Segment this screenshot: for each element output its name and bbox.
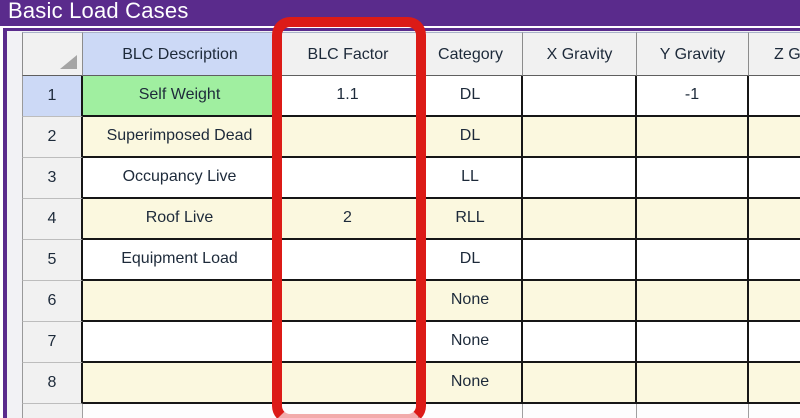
window-title: Basic Load Cases <box>8 0 189 23</box>
select-all-triangle-icon <box>60 55 77 69</box>
cell-desc-row2[interactable]: Superimposed Dead <box>83 117 278 158</box>
window-border-left <box>3 28 7 418</box>
load-cases-grid: BLC Description BLC Factor Category X Gravi… <box>22 32 800 418</box>
cell-factor-row7[interactable] <box>278 322 419 363</box>
cell-z_gravity-row8[interactable] <box>749 363 800 404</box>
cell-y_gravity-row5[interactable] <box>637 240 749 281</box>
window-border-top <box>3 28 800 31</box>
partial-cell-z_gravity[interactable] <box>749 404 800 418</box>
column-header-factor[interactable]: BLC Factor <box>278 32 419 76</box>
window-titlebar[interactable]: Basic Load Cases <box>0 0 800 26</box>
grid-row-4: 4 Roof Live 2 RLL <box>22 199 800 240</box>
cell-desc-row7[interactable] <box>83 322 278 363</box>
cell-category-row6[interactable]: None <box>419 281 523 322</box>
column-header-desc[interactable]: BLC Description <box>83 32 278 76</box>
grid-header-row: BLC Description BLC Factor Category X Gravi… <box>22 32 800 76</box>
grid-row-6: 6 None <box>22 281 800 322</box>
row-number-2[interactable]: 2 <box>22 117 83 158</box>
cell-y_gravity-row2[interactable] <box>637 117 749 158</box>
cell-y_gravity-row8[interactable] <box>637 363 749 404</box>
row-number-1[interactable]: 1 <box>22 76 83 117</box>
cell-category-row3[interactable]: LL <box>419 158 523 199</box>
select-all-corner-cell[interactable] <box>22 32 83 76</box>
cell-factor-row3[interactable] <box>278 158 419 199</box>
grid-body: 1 Self Weight 1.1 DL -1 2 Superimposed Dead DL 3… <box>22 76 800 418</box>
cell-z_gravity-row3[interactable] <box>749 158 800 199</box>
cell-category-row7[interactable]: None <box>419 322 523 363</box>
cell-desc-row6[interactable] <box>83 281 278 322</box>
row-number-8[interactable]: 8 <box>22 363 83 404</box>
cell-x_gravity-row3[interactable] <box>523 158 637 199</box>
grid-row-7: 7 None <box>22 322 800 363</box>
partial-cell-factor[interactable] <box>278 404 419 418</box>
partial-cell-category[interactable] <box>419 404 523 418</box>
cell-y_gravity-row7[interactable] <box>637 322 749 363</box>
cell-z_gravity-row4[interactable] <box>749 199 800 240</box>
cell-z_gravity-row6[interactable] <box>749 281 800 322</box>
cell-z_gravity-row2[interactable] <box>749 117 800 158</box>
cell-desc-row3[interactable]: Occupancy Live <box>83 158 278 199</box>
cell-factor-row2[interactable] <box>278 117 419 158</box>
row-number-6[interactable]: 6 <box>22 281 83 322</box>
row-number-4[interactable]: 4 <box>22 199 83 240</box>
cell-x_gravity-row1[interactable] <box>523 76 637 117</box>
cell-factor-row5[interactable] <box>278 240 419 281</box>
cell-category-row1[interactable]: DL <box>419 76 523 117</box>
row-number-3[interactable]: 3 <box>22 158 83 199</box>
partial-cell-x_gravity[interactable] <box>523 404 637 418</box>
column-header-z_gravity[interactable]: Z Gravity <box>749 32 800 76</box>
cell-factor-row6[interactable] <box>278 281 419 322</box>
grid-row-3: 3 Occupancy Live LL <box>22 158 800 199</box>
partial-cell-y_gravity[interactable] <box>637 404 749 418</box>
cell-z_gravity-row1[interactable] <box>749 76 800 117</box>
cell-factor-row8[interactable] <box>278 363 419 404</box>
cell-x_gravity-row8[interactable] <box>523 363 637 404</box>
row-number-5[interactable]: 5 <box>22 240 83 281</box>
column-header-category[interactable]: Category <box>419 32 523 76</box>
grid-row-2: 2 Superimposed Dead DL <box>22 117 800 158</box>
cell-x_gravity-row7[interactable] <box>523 322 637 363</box>
grid-row-1: 1 Self Weight 1.1 DL -1 <box>22 76 800 117</box>
column-header-x_gravity[interactable]: X Gravity <box>523 32 637 76</box>
cell-x_gravity-row2[interactable] <box>523 117 637 158</box>
cell-y_gravity-row6[interactable] <box>637 281 749 322</box>
cell-factor-row4[interactable]: 2 <box>278 199 419 240</box>
cell-z_gravity-row5[interactable] <box>749 240 800 281</box>
row-number-7[interactable]: 7 <box>22 322 83 363</box>
column-header-y_gravity[interactable]: Y Gravity <box>637 32 749 76</box>
cell-category-row8[interactable]: None <box>419 363 523 404</box>
cell-desc-row5[interactable]: Equipment Load <box>83 240 278 281</box>
cell-y_gravity-row3[interactable] <box>637 158 749 199</box>
cell-x_gravity-row4[interactable] <box>523 199 637 240</box>
cell-desc-row1[interactable]: Self Weight <box>83 76 278 117</box>
cell-z_gravity-row7[interactable] <box>749 322 800 363</box>
cell-factor-row1[interactable]: 1.1 <box>278 76 419 117</box>
cell-category-row4[interactable]: RLL <box>419 199 523 240</box>
grid-row-8: 8 None <box>22 363 800 404</box>
cell-x_gravity-row6[interactable] <box>523 281 637 322</box>
cell-category-row2[interactable]: DL <box>419 117 523 158</box>
cell-y_gravity-row4[interactable] <box>637 199 749 240</box>
partial-cell-num[interactable] <box>22 404 83 418</box>
grid-row-5: 5 Equipment Load DL <box>22 240 800 281</box>
grid-row-partial <box>22 404 800 418</box>
partial-cell-desc[interactable] <box>83 404 278 418</box>
cell-desc-row8[interactable] <box>83 363 278 404</box>
cell-y_gravity-row1[interactable]: -1 <box>637 76 749 117</box>
cell-category-row5[interactable]: DL <box>419 240 523 281</box>
cell-x_gravity-row5[interactable] <box>523 240 637 281</box>
cell-desc-row4[interactable]: Roof Live <box>83 199 278 240</box>
